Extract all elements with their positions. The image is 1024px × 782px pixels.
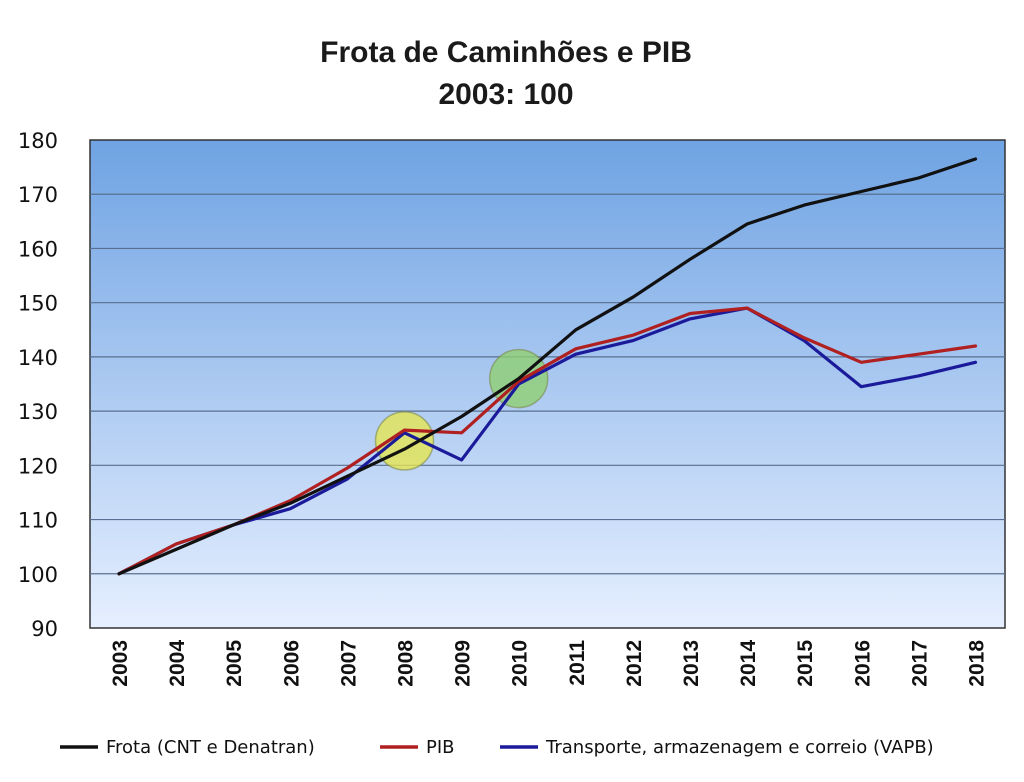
x-tick-label-2011: 2011 bbox=[566, 640, 589, 686]
x-axis-ticks: 2003 2004 2005 2006 2007 2008 2009 2010 2011 2012… bbox=[109, 640, 989, 687]
series-line-0 bbox=[117, 157, 978, 576]
x-tick-label-2007: 2007 bbox=[337, 640, 360, 687]
x-tick-label-2012: 2012 bbox=[623, 640, 646, 687]
y-tick-label-170: 170 bbox=[18, 183, 58, 207]
legend-label-2: Transporte, armazenagem e correio (VAPB) bbox=[545, 737, 934, 758]
y-axis-ticks: 90 100 110 120 130 140 150 160 170 180 bbox=[18, 129, 58, 641]
x-tick-label-2005: 2005 bbox=[223, 640, 246, 687]
series-lines bbox=[117, 157, 978, 576]
x-tick-label-2018: 2018 bbox=[966, 640, 989, 687]
x-tick-label-2014: 2014 bbox=[737, 640, 760, 687]
y-tick-label-100: 100 bbox=[18, 563, 58, 587]
x-tick-label-2008: 2008 bbox=[395, 640, 418, 687]
x-tick-label-2006: 2006 bbox=[280, 640, 303, 687]
x-tick-label-2017: 2017 bbox=[908, 640, 931, 687]
x-tick-label-2009: 2009 bbox=[452, 640, 475, 687]
legend-label-1: PIB bbox=[426, 737, 455, 758]
x-tick-label-2015: 2015 bbox=[794, 640, 817, 687]
x-tick-label-2013: 2013 bbox=[680, 640, 703, 687]
y-tick-label-160: 160 bbox=[18, 237, 58, 261]
y-tick-label-150: 150 bbox=[18, 292, 58, 316]
legend: Frota (CNT e Denatran) PIB Transporte, arm… bbox=[60, 737, 934, 758]
y-tick-label-130: 130 bbox=[18, 400, 58, 424]
y-tick-label-140: 140 bbox=[18, 346, 58, 370]
y-tick-label-180: 180 bbox=[18, 129, 58, 153]
y-tick-label-90: 90 bbox=[31, 617, 58, 641]
x-tick-label-2010: 2010 bbox=[509, 640, 532, 687]
chart-title: Frota de Caminhões e PIB bbox=[320, 36, 692, 69]
y-tick-label-110: 110 bbox=[18, 509, 58, 533]
x-tick-label-2004: 2004 bbox=[166, 640, 189, 687]
x-tick-label-2016: 2016 bbox=[851, 640, 874, 687]
x-tick-label-2003: 2003 bbox=[109, 640, 132, 687]
legend-label-0: Frota (CNT e Denatran) bbox=[106, 737, 315, 758]
y-tick-label-120: 120 bbox=[18, 454, 58, 478]
chart-subtitle: 2003: 100 bbox=[438, 78, 573, 111]
series-line-2 bbox=[117, 306, 978, 576]
